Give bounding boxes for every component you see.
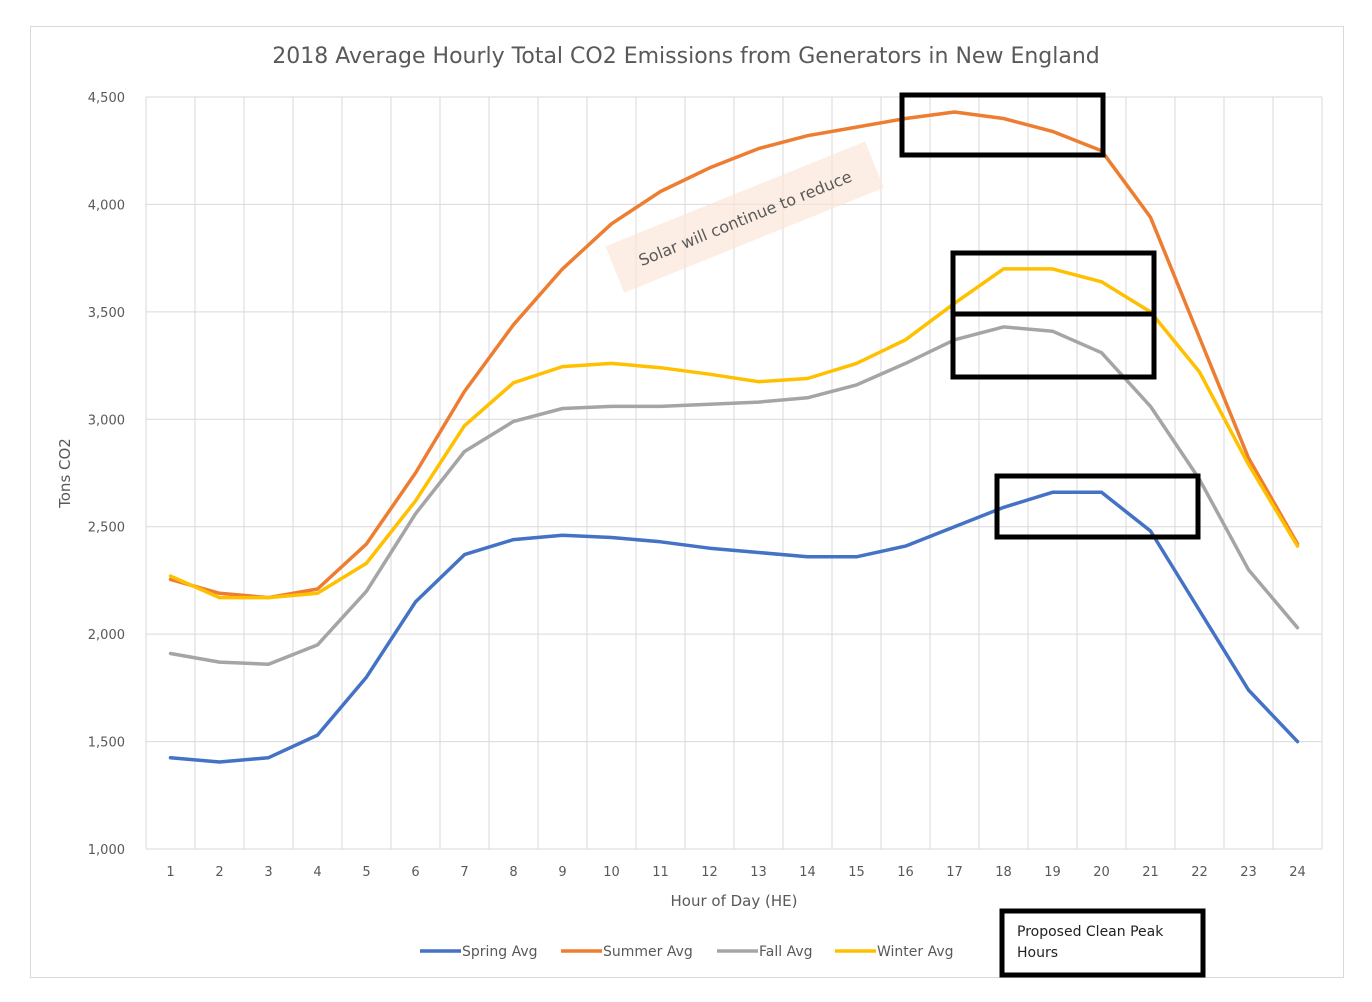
x-tick-label: 3 <box>264 865 272 880</box>
x-tick-label: 11 <box>652 865 669 880</box>
x-tick-label: 24 <box>1289 865 1306 880</box>
y-axis-title: Tons CO2 <box>56 438 74 509</box>
x-tick-label: 8 <box>509 865 517 880</box>
peak-hours-key: Proposed Clean Peak Hours <box>999 908 1206 978</box>
x-tick-label: 20 <box>1093 865 1110 880</box>
solar-annotation-background <box>605 141 884 293</box>
x-axis-title: Hour of Day (HE) <box>671 892 798 910</box>
x-tick-label: 17 <box>946 865 963 880</box>
y-tick-label: 4,500 <box>88 91 125 106</box>
x-tick-label: 7 <box>460 865 468 880</box>
y-tick-label: 3,500 <box>88 306 125 321</box>
x-tick-label: 9 <box>558 865 566 880</box>
x-tick-label: 4 <box>313 865 321 880</box>
solar-annotation-text: Solar will continue to reduce <box>636 167 855 270</box>
x-tick-label: 22 <box>1191 865 1208 880</box>
x-tick-label: 10 <box>603 865 620 880</box>
legend-label: Fall Avg <box>759 944 813 960</box>
peak-box-fall <box>950 311 1157 380</box>
solar-annotation: Solar will continue to reduce <box>605 141 884 293</box>
x-tick-label: 15 <box>848 865 865 880</box>
chart-series <box>168 110 1300 764</box>
x-tick-label: 5 <box>362 865 370 880</box>
series-line-spring-avg <box>168 490 1300 764</box>
series-line-winter-avg <box>168 267 1300 600</box>
peak-hours-key-line-1: Proposed Clean Peak <box>1017 924 1164 940</box>
x-tick-label: 16 <box>897 865 914 880</box>
legend-label: Summer Avg <box>603 944 693 960</box>
x-tick-label: 19 <box>1044 865 1061 880</box>
y-tick-label: 3,000 <box>88 413 125 428</box>
x-tick-label: 14 <box>799 865 816 880</box>
peak-box-spring <box>994 473 1201 540</box>
y-tick-label: 2,500 <box>88 521 125 536</box>
series-line-summer-avg <box>168 110 1300 600</box>
x-tick-label: 23 <box>1240 865 1257 880</box>
x-tick-label: 12 <box>701 865 718 880</box>
peak-hours-key-line-2: Hours <box>1017 945 1058 961</box>
x-tick-label: 2 <box>215 865 223 880</box>
x-tick-label: 18 <box>995 865 1012 880</box>
x-tick-label: 13 <box>750 865 767 880</box>
y-axis-ticks: 1,000 1,500 2,000 2,500 3,000 3,500 4,000 4,500 <box>88 91 125 858</box>
x-axis-ticks: 1 2 3 4 5 6 7 8 9 10 11 12 13 14 15 16 17 18 19 20 21 22 23 24 <box>166 865 1305 880</box>
legend-label: Spring Avg <box>462 944 538 960</box>
chart-title: 2018 Average Hourly Total CO2 Emissions … <box>272 44 1100 69</box>
series-line-fall-avg <box>168 325 1300 666</box>
y-tick-label: 4,000 <box>88 198 125 213</box>
x-tick-label: 21 <box>1142 865 1159 880</box>
x-tick-label: 6 <box>411 865 419 880</box>
x-tick-label: 1 <box>166 865 174 880</box>
y-tick-label: 1,000 <box>88 843 125 858</box>
peak-hours-key-box <box>999 908 1206 978</box>
legend-label: Winter Avg <box>877 944 954 960</box>
y-tick-label: 1,500 <box>88 736 125 751</box>
y-tick-label: 2,000 <box>88 628 125 643</box>
peak-box-summer <box>899 92 1106 158</box>
chart-legend: Spring Avg Summer Avg Fall Avg Winter Avg <box>420 944 954 960</box>
